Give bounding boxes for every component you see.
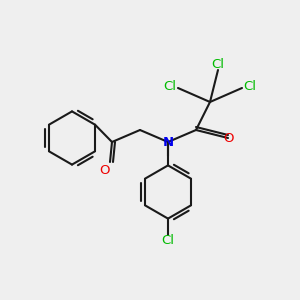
Text: O: O: [100, 164, 110, 176]
Text: Cl: Cl: [164, 80, 176, 92]
Text: Cl: Cl: [212, 58, 224, 71]
Text: O: O: [223, 131, 233, 145]
Text: Cl: Cl: [244, 80, 256, 92]
Text: Cl: Cl: [161, 234, 175, 247]
Text: N: N: [162, 136, 174, 148]
